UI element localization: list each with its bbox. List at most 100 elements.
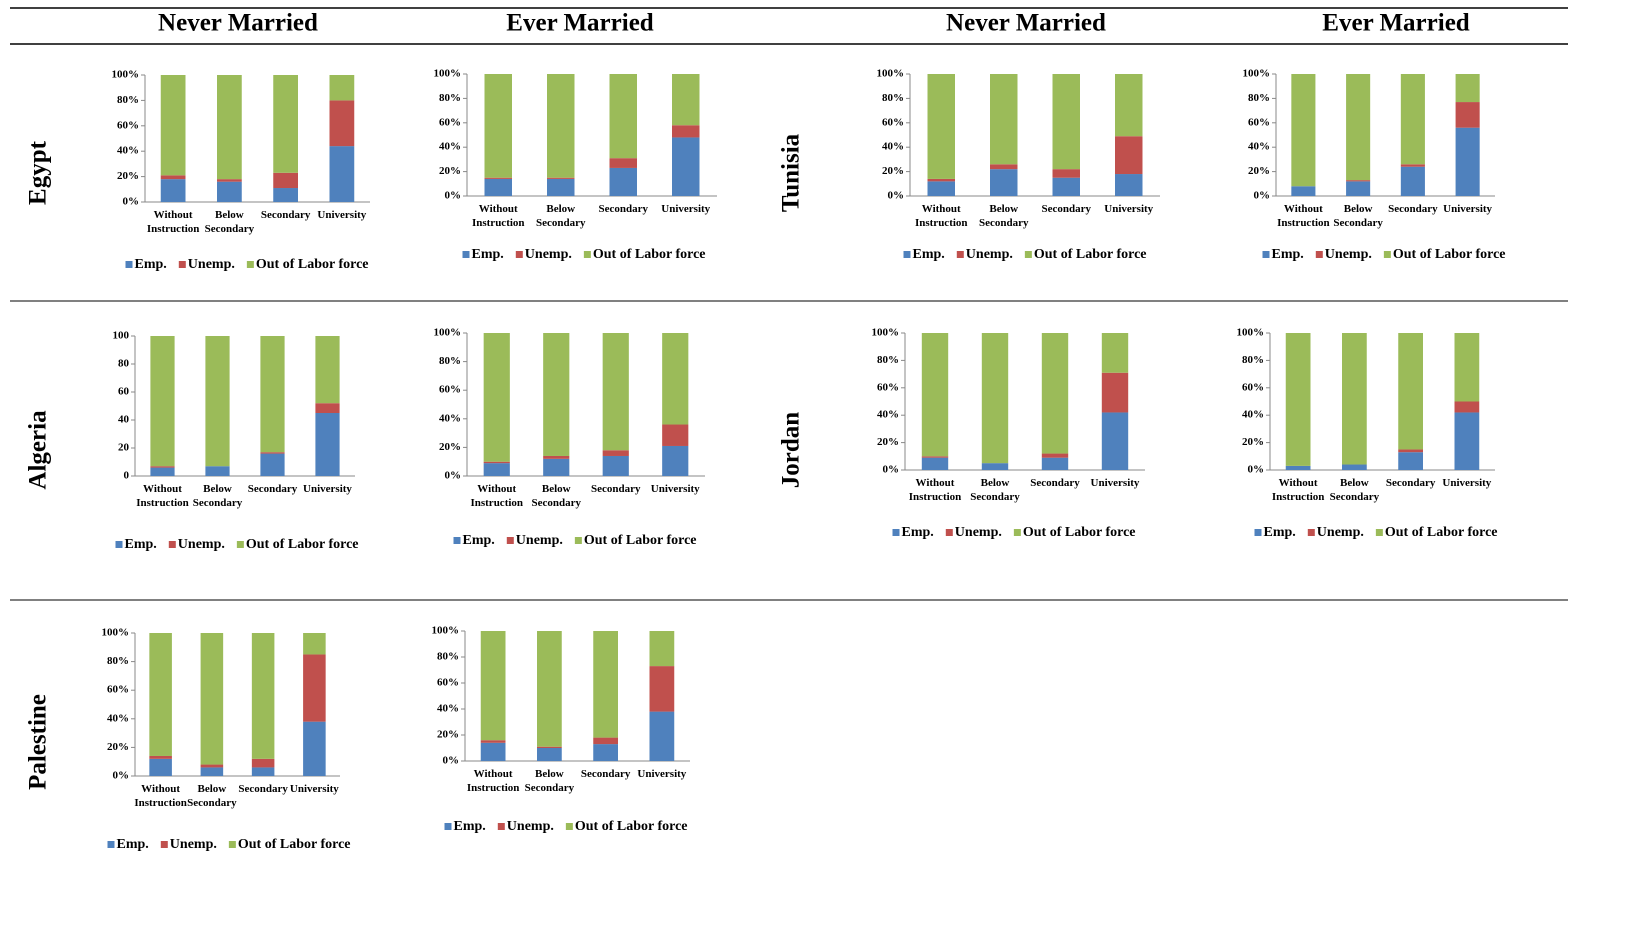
- bar-segment: [593, 737, 618, 745]
- y-tick-label: 0: [124, 470, 130, 482]
- bar-segment: [981, 463, 1009, 470]
- y-tick-label: 40%: [437, 703, 459, 715]
- legend-swatch: [583, 251, 591, 258]
- y-tick-label: 100%: [872, 327, 900, 339]
- bar-segment: [480, 742, 506, 761]
- row-label: Algeria: [25, 410, 52, 490]
- x-tick-label: Secondary: [261, 209, 311, 221]
- y-tick-label: 0%: [445, 470, 462, 482]
- y-tick-label: 40%: [107, 712, 129, 724]
- legend-label: Out of Labor force: [238, 837, 351, 852]
- bar-segment: [329, 75, 355, 101]
- x-tick-label: Without Instruction: [467, 768, 520, 794]
- legend-label: Emp.: [117, 837, 149, 852]
- bar-segment: [160, 179, 186, 202]
- legend-label: Emp.: [902, 525, 934, 540]
- bar-segment: [1398, 333, 1423, 450]
- y-tick-label: 60%: [439, 384, 461, 396]
- legend-swatch: [945, 529, 953, 536]
- y-tick-label: 20%: [877, 436, 899, 448]
- y-tick-label: 20%: [437, 729, 459, 741]
- legend-label: Unemp.: [525, 247, 572, 262]
- legend-label: Out of Labor force: [593, 247, 706, 262]
- bar-segment: [1346, 180, 1371, 182]
- bar-segment: [543, 455, 570, 459]
- legend-swatch: [236, 541, 244, 548]
- x-tick-label: Below Secondary: [187, 783, 237, 809]
- bar-segment: [1115, 174, 1143, 196]
- legend-swatch: [1262, 251, 1270, 258]
- y-tick-label: 80%: [882, 92, 904, 104]
- y-tick-label: 80%: [877, 354, 899, 366]
- x-tick-label: University: [317, 209, 366, 221]
- bar-segment: [260, 453, 285, 476]
- bar-segment: [484, 178, 512, 196]
- bar-segment: [602, 450, 629, 456]
- x-tick-label: Below Secondary: [536, 203, 586, 229]
- bar-segment: [1101, 372, 1129, 413]
- y-tick-label: 40%: [117, 145, 139, 157]
- x-tick-label: Below Secondary: [1333, 203, 1383, 229]
- y-tick-label: 60%: [107, 684, 129, 696]
- bar-segment: [1454, 333, 1480, 402]
- column-header: Never Married: [158, 10, 318, 37]
- bar-segment: [160, 75, 186, 176]
- legend-label: Out of Labor force: [575, 819, 688, 834]
- legend-label: Unemp.: [966, 247, 1013, 262]
- y-tick-label: 40%: [439, 141, 461, 153]
- bar-segment: [329, 100, 355, 147]
- y-tick-label: 60%: [877, 381, 899, 393]
- bar-segment: [251, 758, 275, 768]
- y-tick-label: 0%: [1254, 190, 1271, 202]
- x-tick-label: Below Secondary: [979, 203, 1029, 229]
- y-tick-label: 40%: [877, 409, 899, 421]
- y-tick-label: 40%: [882, 141, 904, 153]
- legend-swatch: [892, 529, 900, 536]
- x-tick-label: Without Instruction: [1272, 477, 1325, 503]
- bar-segment: [1052, 169, 1080, 178]
- legend-swatch: [107, 841, 115, 848]
- legend-label: Emp.: [454, 819, 486, 834]
- y-tick-label: 100%: [434, 327, 462, 339]
- y-tick-label: 60: [118, 386, 130, 398]
- bar-segment: [200, 764, 224, 768]
- chart: 0%20%40%60%80%100%Without InstructionBelo…: [1243, 68, 1506, 263]
- x-tick-label: Without Instruction: [1277, 203, 1330, 229]
- legend-swatch: [1024, 251, 1032, 258]
- bar-segment: [1115, 74, 1143, 137]
- chart: 0%20%40%60%80%100%Without InstructionBelo…: [434, 68, 717, 262]
- bar-segment: [303, 721, 326, 776]
- legend-swatch: [125, 261, 133, 268]
- y-tick-label: 40%: [1248, 141, 1270, 153]
- bar-segment: [150, 467, 175, 476]
- x-tick-label: University: [290, 783, 339, 795]
- x-tick-label: Without Instruction: [136, 483, 189, 509]
- bar-segment: [537, 631, 562, 747]
- row-label: Tunisia: [778, 133, 805, 212]
- chart: 0%20%40%60%80%100%Without InstructionBelo…: [877, 68, 1160, 262]
- legend-swatch: [228, 841, 236, 848]
- bar-segment: [273, 188, 298, 202]
- legend-label: Unemp.: [507, 819, 554, 834]
- legend-label: Out of Labor force: [246, 537, 359, 552]
- chart: 0%20%40%60%80%100%Without InstructionBelo…: [112, 69, 370, 272]
- legend-swatch: [453, 537, 461, 544]
- bar-segment: [315, 413, 340, 476]
- bar-segment: [602, 455, 629, 476]
- bar-segment: [149, 758, 172, 776]
- bar-segment: [1285, 333, 1311, 466]
- y-tick-label: 20%: [882, 165, 904, 177]
- bar-segment: [602, 333, 629, 451]
- legend-label: Emp.: [913, 247, 945, 262]
- legend-swatch: [1307, 529, 1315, 536]
- y-tick-label: 100%: [434, 68, 462, 80]
- x-tick-label: Secondary: [581, 768, 631, 780]
- x-tick-label: University: [303, 483, 352, 495]
- x-tick-label: Secondary: [248, 483, 298, 495]
- legend-swatch: [168, 541, 176, 548]
- bar-segment: [1115, 136, 1143, 175]
- legend-swatch: [1315, 251, 1323, 258]
- x-tick-label: Below Secondary: [532, 483, 582, 509]
